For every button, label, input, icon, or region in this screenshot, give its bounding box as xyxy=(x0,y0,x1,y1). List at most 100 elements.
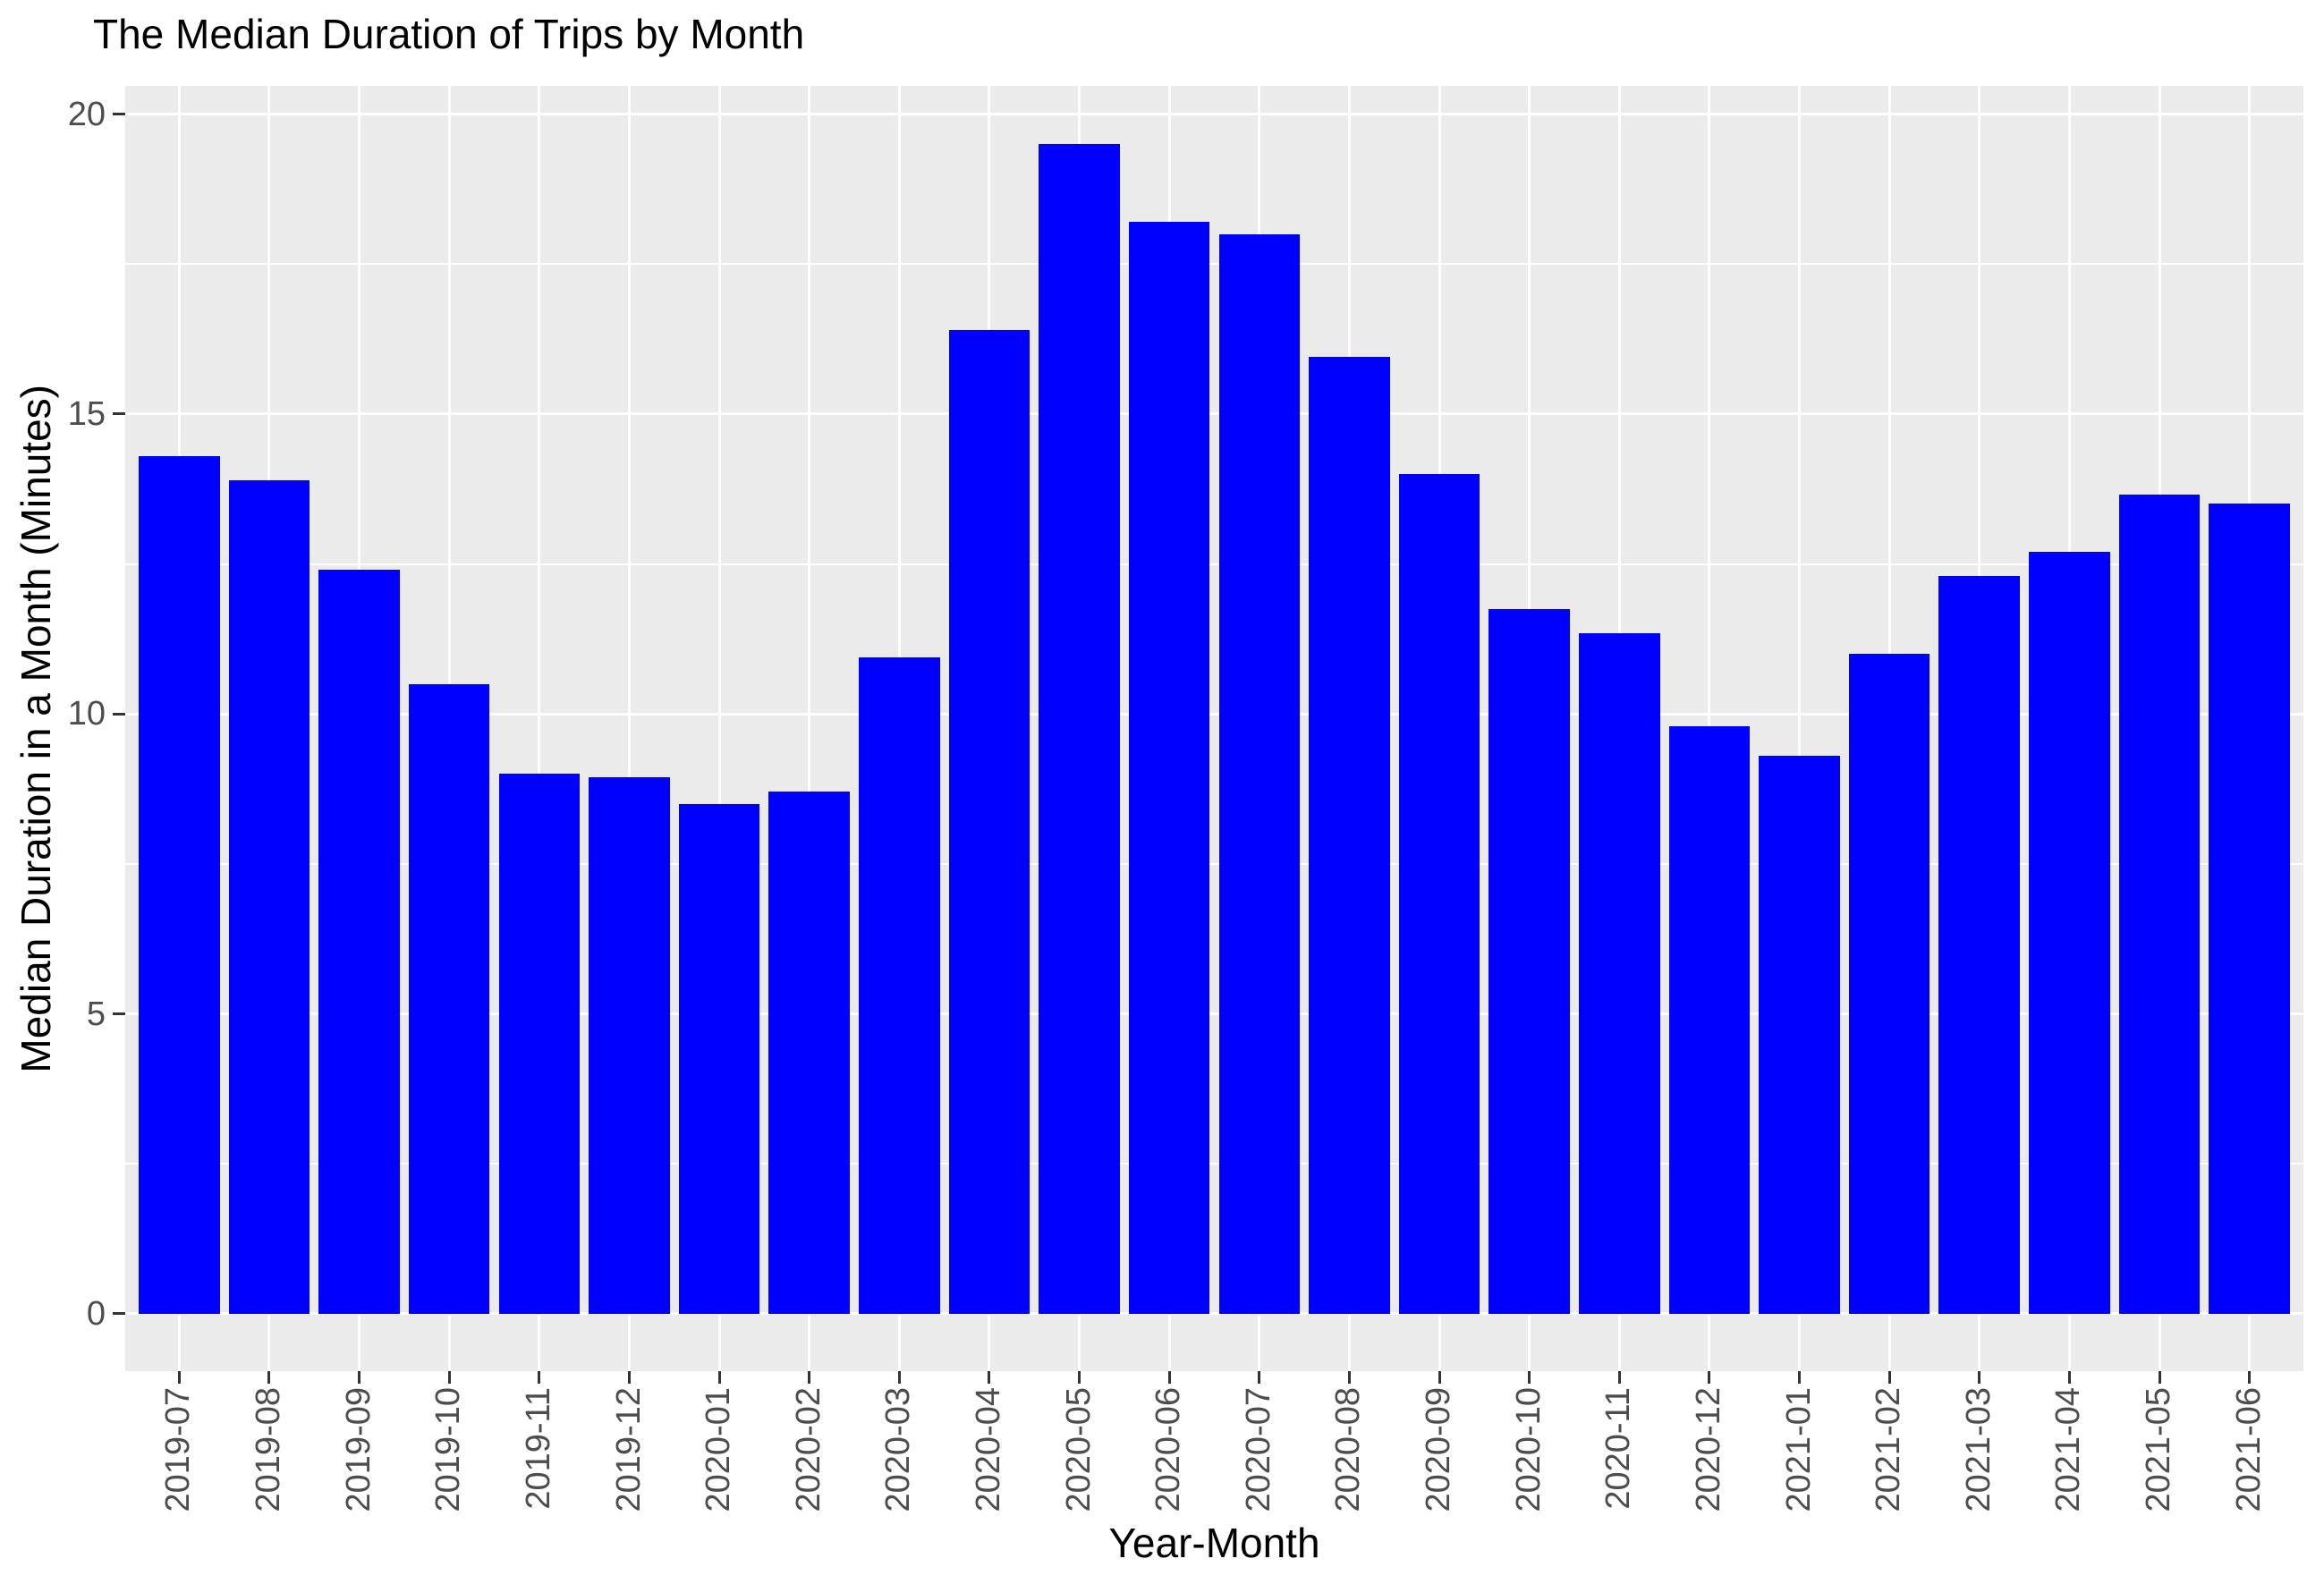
y-tick-label: 15 xyxy=(67,394,106,433)
x-tick-label: 2020-03 xyxy=(879,1387,918,1512)
x-tick-label: 2020-07 xyxy=(1239,1387,1277,1512)
x-tick-label: 2019-09 xyxy=(339,1387,377,1512)
x-tick-mark xyxy=(1798,1371,1802,1384)
x-tick-mark xyxy=(1708,1371,1711,1384)
x-tick-mark xyxy=(717,1371,721,1384)
x-tick-label: 2019-11 xyxy=(519,1387,557,1510)
x-tick-label: 2019-08 xyxy=(250,1387,288,1512)
plot-panel xyxy=(125,86,2303,1371)
x-tick-label-wrap: 2019-09 xyxy=(337,1387,382,1530)
bar xyxy=(1848,654,1930,1314)
bar xyxy=(1579,632,1660,1314)
x-tick-label-wrap: 2021-02 xyxy=(1867,1387,1912,1530)
x-tick-label: 2020-01 xyxy=(700,1387,738,1512)
bar xyxy=(768,792,850,1314)
bar xyxy=(1309,357,1390,1314)
x-tick-label-wrap: 2020-07 xyxy=(1237,1387,1282,1530)
x-tick-label: 2021-03 xyxy=(1959,1387,1997,1512)
x-tick-label-wrap: 2020-12 xyxy=(1687,1387,1732,1530)
major-gridline xyxy=(125,1012,2303,1016)
x-tick-label-wrap: 2020-02 xyxy=(787,1387,832,1530)
y-tick-mark xyxy=(113,412,125,416)
y-tick-mark xyxy=(113,113,125,116)
x-tick-mark xyxy=(1528,1371,1531,1384)
bar xyxy=(678,803,760,1314)
bar xyxy=(859,656,940,1314)
x-tick-label-wrap: 2021-03 xyxy=(1957,1387,2002,1530)
x-tick-mark xyxy=(627,1371,631,1384)
x-tick-label-wrap: 2020-04 xyxy=(967,1387,1012,1530)
x-tick-mark xyxy=(2248,1371,2252,1384)
x-tick-label-wrap: 2021-01 xyxy=(1777,1387,1822,1530)
x-tick-mark xyxy=(1978,1371,1981,1384)
x-tick-mark xyxy=(1258,1371,1261,1384)
x-tick-label-wrap: 2020-08 xyxy=(1327,1387,1371,1530)
x-tick-label: 2021-06 xyxy=(2229,1387,2268,1512)
x-axis-title: Year-Month xyxy=(1108,1520,1320,1566)
x-tick-label: 2019-12 xyxy=(609,1387,648,1512)
x-tick-label: 2019-10 xyxy=(429,1387,468,1512)
y-tick-mark xyxy=(113,1012,125,1016)
bar xyxy=(2118,495,2201,1314)
x-tick-mark xyxy=(1167,1371,1171,1384)
x-gridline xyxy=(1798,86,1802,1371)
x-tick-label-wrap: 2021-06 xyxy=(2227,1387,2272,1530)
major-gridline xyxy=(125,712,2303,716)
x-tick-mark xyxy=(1617,1371,1621,1384)
bar xyxy=(1218,233,1301,1314)
x-tick-mark xyxy=(1438,1371,1441,1384)
bar xyxy=(408,683,490,1314)
bar xyxy=(318,570,400,1314)
x-tick-label-wrap: 2021-04 xyxy=(2047,1387,2091,1530)
minor-gridline xyxy=(125,263,2303,266)
x-gridline xyxy=(808,86,811,1371)
x-gridline xyxy=(538,86,541,1371)
x-tick-label: 2021-01 xyxy=(1779,1387,1818,1512)
x-tick-label: 2020-10 xyxy=(1509,1387,1548,1512)
x-gridline xyxy=(627,86,631,1371)
x-tick-label: 2020-05 xyxy=(1059,1387,1098,1512)
bar xyxy=(1489,608,1570,1314)
x-tick-mark xyxy=(1887,1371,1891,1384)
x-tick-label-wrap: 2020-01 xyxy=(697,1387,742,1530)
x-tick-label: 2021-02 xyxy=(1870,1387,1908,1512)
x-tick-label: 2021-05 xyxy=(2140,1387,2178,1512)
bar xyxy=(2029,552,2110,1314)
bar xyxy=(498,774,581,1314)
y-tick-mark xyxy=(113,1312,125,1316)
x-tick-mark xyxy=(177,1371,181,1384)
x-tick-mark xyxy=(267,1371,271,1384)
bar xyxy=(1668,725,1751,1314)
x-tick-label-wrap: 2020-06 xyxy=(1147,1387,1192,1530)
x-tick-label-wrap: 2021-05 xyxy=(2137,1387,2182,1530)
x-tick-mark xyxy=(538,1371,541,1384)
major-gridline xyxy=(125,412,2303,416)
x-tick-label: 2021-04 xyxy=(2049,1387,2088,1512)
x-tick-label: 2020-04 xyxy=(969,1387,1007,1512)
minor-gridline xyxy=(125,1163,2303,1165)
bar xyxy=(1039,144,1120,1314)
y-tick-label: 10 xyxy=(67,695,106,733)
bar xyxy=(2209,504,2290,1314)
bar xyxy=(1938,575,2021,1314)
bar xyxy=(589,776,670,1314)
x-tick-label: 2020-02 xyxy=(789,1387,827,1512)
y-tick-label: 5 xyxy=(86,995,106,1033)
x-tick-label: 2020-09 xyxy=(1420,1387,1458,1512)
x-tick-mark xyxy=(897,1371,901,1384)
x-gridline xyxy=(717,86,721,1371)
x-tick-label-wrap: 2020-09 xyxy=(1417,1387,1462,1530)
bar xyxy=(228,479,310,1314)
chart-title: The Median Duration of Trips by Month xyxy=(93,11,805,57)
y-tick-label: 0 xyxy=(86,1294,106,1333)
bar xyxy=(948,329,1031,1314)
x-tick-mark xyxy=(1078,1371,1081,1384)
y-tick-label: 20 xyxy=(67,95,106,133)
major-gridline xyxy=(125,113,2303,116)
x-tick-label: 2020-12 xyxy=(1689,1387,1727,1512)
x-tick-label: 2020-08 xyxy=(1329,1387,1368,1512)
x-tick-label-wrap: 2020-05 xyxy=(1057,1387,1102,1530)
x-tick-mark xyxy=(808,1371,811,1384)
minor-gridline xyxy=(125,563,2303,565)
